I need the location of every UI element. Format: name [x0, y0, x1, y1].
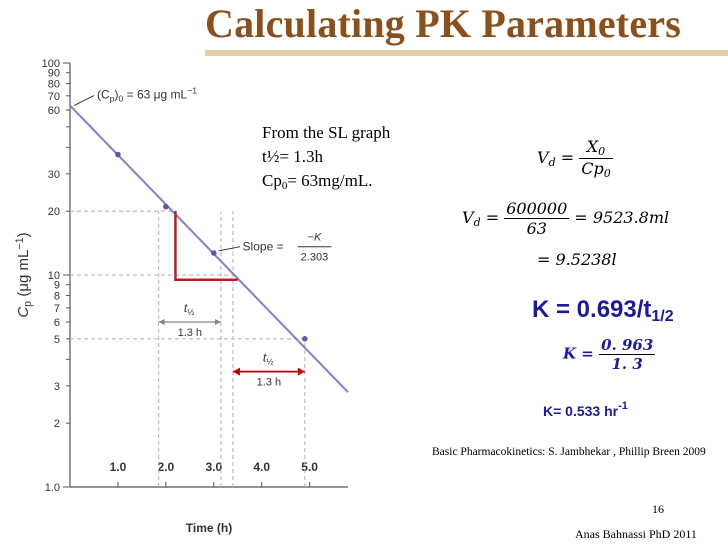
x-tick-label: 2.0	[158, 460, 175, 474]
y-tick-label: 6	[54, 317, 60, 329]
y-tick-label: 5	[54, 334, 60, 346]
half-life-2-value: 1.3 h	[257, 377, 281, 389]
half-life-2-arrowhead-right	[297, 367, 305, 376]
slope-label: Slope =	[243, 240, 284, 254]
y-tick-label: 3	[54, 381, 60, 393]
reference-citation: Basic Pharmacokinetics: S. Jambhekar , P…	[432, 446, 706, 458]
note-line-2: t½= 1.3h	[262, 147, 324, 166]
vd-calculation: Vd = 600000 63 = 9523.8ml	[462, 199, 670, 238]
y-tick-label: 7	[54, 303, 60, 315]
data-point	[163, 203, 169, 210]
slide-title: Calculating PK Parameters	[205, 1, 681, 46]
y-tick-label: 90	[48, 68, 60, 80]
y-tick-label: 20	[48, 206, 60, 218]
y-tick-label: 9	[54, 280, 60, 292]
y-tick-label: 80	[48, 79, 60, 91]
vd-formula: Vd = X0 Cp0	[537, 137, 613, 180]
data-point	[302, 336, 308, 342]
data-point	[210, 250, 217, 256]
slope-pointer	[218, 246, 241, 252]
k-result: K= 0.533 hr-1	[543, 400, 628, 419]
slope-triangle	[174, 211, 238, 281]
y-tick-label: 10	[48, 270, 60, 282]
note-line-3: Cp0= 63mg/mL.	[262, 171, 373, 192]
title-underline	[205, 50, 728, 56]
vd-result-liters: = 9.5238l	[537, 250, 617, 269]
half-life-1-symbol: t½	[184, 301, 195, 317]
y-tick-label: 100	[42, 58, 60, 70]
y-tick-label: 60	[48, 105, 60, 117]
y-tick-label: 2	[54, 418, 60, 430]
half-life-1-arrowhead-right	[214, 319, 221, 326]
k-formula: K = 0.693/t1/2	[532, 296, 674, 325]
y-tick-label: 8	[54, 291, 60, 303]
y-tick-label: 1.0	[45, 482, 60, 494]
x-tick-label: 3.0	[205, 460, 222, 474]
y-tick-label: 70	[48, 91, 60, 103]
x-axis-label: Time (h)	[186, 521, 232, 535]
x-tick-label: 5.0	[301, 460, 318, 474]
author-footer: Anas Bahnassi PhD 2011	[575, 527, 697, 541]
slope-denominator: 2.303	[301, 252, 329, 264]
k-calculation: K = 0. 963 1. 3	[563, 336, 656, 373]
slope-numerator: −K	[308, 232, 322, 244]
x-tick-label: 4.0	[253, 460, 270, 474]
intercept-pointer	[73, 95, 95, 106]
y-tick-label: 30	[48, 169, 60, 181]
page-number: 16	[652, 502, 664, 516]
half-life-2-symbol: t½	[263, 351, 274, 367]
y-axis-label: Cp (μg mL−1)	[14, 232, 34, 317]
intercept-label: (Cp)0 = 63 μg mL−1	[97, 86, 197, 104]
half-life-1-arrowhead-left	[158, 319, 165, 326]
data-point	[115, 151, 121, 158]
x-tick-label: 1.0	[110, 460, 127, 474]
half-life-1-value: 1.3 h	[178, 327, 202, 339]
note-line-1: From the SL graph	[262, 123, 391, 142]
half-life-2-arrowhead-left	[232, 367, 240, 376]
